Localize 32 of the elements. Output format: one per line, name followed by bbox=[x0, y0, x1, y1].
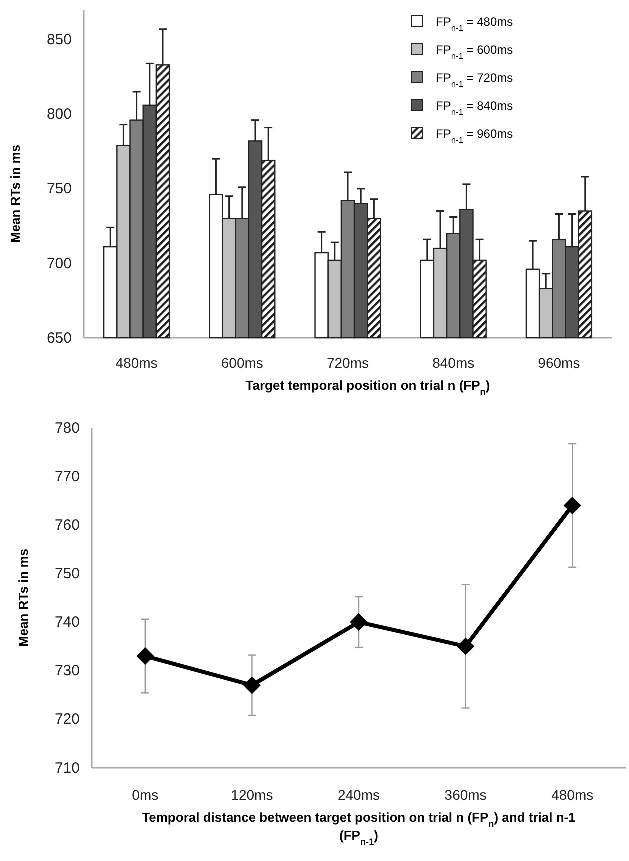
x-tick-label: 0ms bbox=[132, 786, 159, 803]
legend-label: FP$_{n-1}$ = 600ms bbox=[436, 43, 514, 61]
y-tick-label: 800 bbox=[46, 106, 72, 124]
x-tick-label: 720ms bbox=[326, 354, 370, 371]
y-tick-label: 700 bbox=[46, 255, 72, 272]
x-tick-label: 480ms bbox=[552, 786, 594, 803]
legend-label: FP$_{n-1}$ = 840ms bbox=[436, 99, 514, 117]
x-tick-label: 480ms bbox=[116, 354, 158, 371]
text: Temporal distance between target position on trial n (FP$_{n}$) and trial n-1 (FP$_{n-1}$) bbox=[142, 810, 576, 847]
y-axis-title: Mean RTs in ms bbox=[8, 144, 23, 244]
legend-label: FP$_{n-1}$ = 960ms bbox=[436, 127, 514, 145]
x-tick-label: 240ms bbox=[338, 786, 380, 803]
legend-label: FP$_{n-1}$ = 720ms bbox=[436, 71, 514, 89]
y-tick-label: 710 bbox=[54, 760, 80, 777]
y-tick-label: 750 bbox=[46, 180, 72, 198]
y-tick-label: 720 bbox=[54, 711, 80, 728]
y-axis-title: Mean RTs in ms bbox=[16, 548, 31, 648]
y-tick-label: 650 bbox=[46, 330, 72, 347]
x-tick-label: 840ms bbox=[432, 354, 475, 371]
legend-label: FP$_{n-1}$ = 480ms bbox=[436, 15, 514, 33]
y-tick-label: 850 bbox=[46, 32, 72, 49]
y-tick-label: 770 bbox=[54, 468, 80, 486]
x-tick-label: 960ms bbox=[538, 354, 580, 371]
y-tick-label: 780 bbox=[54, 420, 80, 437]
y-tick-label: 730 bbox=[54, 662, 80, 680]
x-tick-label: 600ms bbox=[221, 354, 264, 371]
y-tick-label: 740 bbox=[54, 614, 80, 632]
x-tick-label: 120ms bbox=[231, 786, 274, 803]
y-tick-label: 760 bbox=[54, 516, 80, 534]
x-axis-title: Target temporal position on trial n (FP$_{n}$) bbox=[246, 378, 490, 397]
y-tick-label: 750 bbox=[54, 566, 80, 583]
x-tick-label: 360ms bbox=[444, 786, 487, 803]
